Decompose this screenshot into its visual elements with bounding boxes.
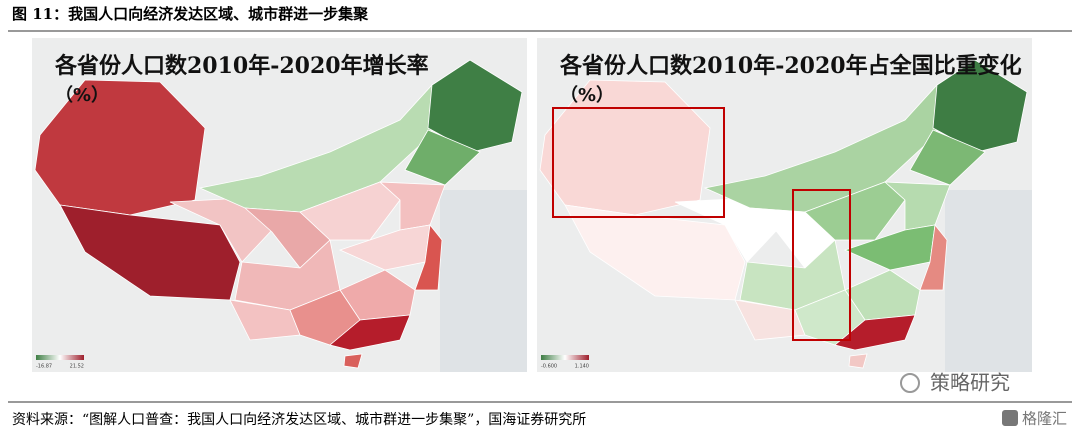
legend-min: -16.87 <box>36 364 52 370</box>
legend-min: -0.600 <box>541 364 557 370</box>
wechat-icon <box>900 373 920 393</box>
province <box>932 59 1028 153</box>
highlight-box <box>792 189 851 341</box>
legend-max: 21.52 <box>70 364 84 370</box>
watermark: 策略研究 格隆汇 <box>900 371 1067 428</box>
province <box>427 59 523 153</box>
highlight-box <box>552 107 725 218</box>
map-unit: （%） <box>55 85 109 106</box>
sea <box>945 190 1032 372</box>
brand-icon <box>1002 410 1018 426</box>
legend-max: 1.140 <box>575 364 589 370</box>
maps: 各省份人口数2010年-2020年增长率（%）-16.87 21.52各省份人口数… <box>32 38 1032 372</box>
province <box>329 314 411 351</box>
map-panel: 各省份人口数2010年-2020年占全国比重变化 （%） -0.600 1.140 <box>537 38 1032 372</box>
province <box>414 224 443 291</box>
province <box>539 79 711 216</box>
legend-bar <box>541 355 589 360</box>
sea <box>440 190 527 372</box>
province <box>59 204 241 301</box>
province <box>34 79 206 216</box>
legend-bar <box>36 355 84 360</box>
province <box>919 224 948 291</box>
map-panel: 各省份人口数2010年-2020年增长率 （%） -16.87 21.52 <box>32 38 527 372</box>
watermark-logo: 策略研究 <box>930 371 1010 395</box>
province <box>834 314 916 351</box>
province <box>343 353 363 369</box>
watermark-brand: 格隆汇 <box>1022 410 1067 428</box>
province <box>299 181 401 241</box>
figure-title: 图 11：我国人口向经济发达区域、城市群进一步集聚 <box>12 5 369 23</box>
province <box>848 353 868 369</box>
map-title: 各省份人口数2010年-2020年占全国比重变化 <box>559 53 1022 79</box>
source: 资料来源：“图解人口普查：我国人口向经济发达区域、城市群进一步集聚”，国海证券研… <box>12 411 586 428</box>
map-title: 各省份人口数2010年-2020年增长率 <box>54 53 429 79</box>
province <box>804 181 906 241</box>
map-unit: （%） <box>560 85 614 106</box>
